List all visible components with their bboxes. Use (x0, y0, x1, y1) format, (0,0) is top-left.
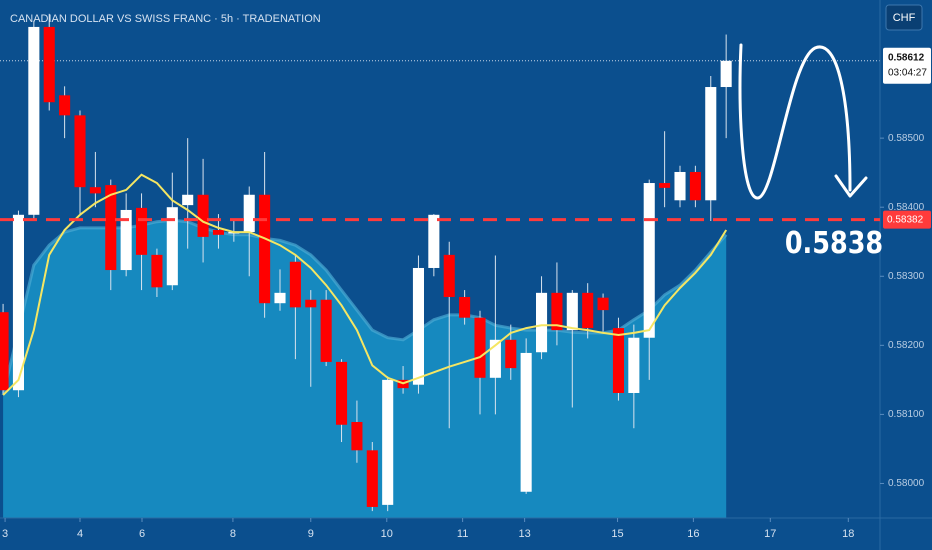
candle-body (274, 292, 286, 304)
candle-body (689, 171, 701, 201)
drawn-arrowhead (834, 174, 868, 198)
x-tick-label: 9 (308, 528, 314, 540)
candle-body (443, 254, 455, 297)
candle-body (243, 194, 255, 233)
candle-body (305, 299, 317, 308)
candle-body (643, 183, 655, 338)
candle-body (505, 339, 517, 369)
x-tick-label: 6 (139, 528, 145, 540)
candle-body (136, 207, 148, 255)
plot-area (0, 13, 880, 519)
x-tick-label: 4 (77, 528, 83, 540)
candle-body (382, 379, 394, 505)
level-label-box (883, 210, 931, 229)
y-tick-label: 0.58500 (888, 133, 925, 144)
candle-body (12, 214, 24, 391)
candle-body (259, 194, 271, 304)
candle-body (89, 187, 101, 194)
candle-body (120, 209, 132, 271)
candle-body (0, 312, 9, 391)
candle-body (489, 339, 501, 378)
drawn-arrow (738, 43, 852, 200)
x-tick-label: 11 (457, 528, 468, 540)
y-tick-label: 0.58300 (888, 271, 925, 282)
candle-body (212, 229, 224, 235)
candle-body (659, 183, 671, 188)
last-price-box (883, 47, 931, 84)
level-label: 0.58382 (887, 214, 924, 225)
level-annotation: 0.5838 (785, 225, 883, 261)
y-tick-label: 0.58400 (888, 202, 925, 213)
candle-body (520, 352, 532, 492)
y-tick-label: 0.58200 (888, 340, 925, 351)
candle-body (566, 292, 578, 331)
candle-body (428, 214, 440, 268)
x-tick-label: 3 (2, 528, 8, 540)
candle-body (320, 299, 332, 362)
currency-button[interactable] (885, 4, 923, 31)
candle-body (412, 267, 424, 385)
candle-body (705, 87, 717, 201)
ma-line (2, 173, 728, 396)
last-price-label: 0.58612 (888, 52, 925, 63)
candle-body (459, 296, 471, 318)
candle-body (151, 254, 163, 288)
candle-body (582, 292, 594, 329)
y-tick-label: 0.58100 (888, 409, 925, 420)
currency-label[interactable]: CHF (893, 12, 916, 24)
candle-body (551, 292, 563, 331)
candle-body (289, 261, 301, 308)
x-tick-label: 17 (764, 528, 776, 540)
candle-body (597, 297, 609, 311)
candle-body (612, 328, 624, 393)
candle-body (674, 171, 686, 201)
candle-body (28, 26, 40, 215)
candle-body (59, 95, 71, 116)
candle-body (74, 115, 86, 188)
candle-body (182, 194, 194, 206)
candle-body (197, 194, 209, 237)
chart-title: CANADIAN DOLLAR VS SWISS FRANC · 5h · TR… (10, 13, 321, 25)
candle-body (720, 60, 732, 88)
candle-body (351, 421, 363, 451)
candle-body (105, 185, 117, 271)
x-tick-label: 18 (842, 528, 854, 540)
y-tick-label: 0.58000 (888, 478, 925, 489)
candle-body (628, 337, 640, 393)
x-tick-label: 16 (687, 528, 699, 540)
countdown-label: 03:04:27 (888, 67, 927, 78)
candle-body (366, 450, 378, 507)
x-tick-label: 10 (381, 528, 393, 540)
x-tick-label: 15 (611, 528, 623, 540)
x-tick-label: 13 (518, 528, 530, 540)
candle-body (474, 317, 486, 378)
candle-body (536, 292, 548, 353)
candle-body (43, 26, 55, 103)
candle-body (336, 361, 348, 425)
candle-body (166, 207, 178, 286)
x-tick-label: 8 (230, 528, 236, 540)
ma-area (3, 220, 727, 519)
